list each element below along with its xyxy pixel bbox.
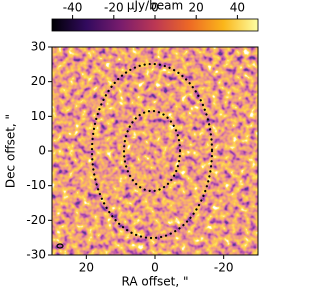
colorbar-label: μJy/beam — [127, 0, 183, 13]
colorbar-tick-label: -20 — [104, 1, 124, 15]
y-axis-label: Dec offset, " — [4, 114, 18, 188]
inner-contour — [122, 109, 182, 193]
chart: μJy/beam RA offset, " Dec offset, " -40 -… — [4, 0, 259, 289]
colorbar — [51, 18, 259, 32]
x-tick-label: 0 — [151, 261, 159, 275]
colorbar-tick-label: 0 — [151, 1, 159, 15]
colorbar-tick-label: 20 — [189, 1, 204, 15]
x-tick-label: 20 — [79, 261, 94, 275]
colorbar-tick-label: -40 — [63, 1, 83, 15]
image-noise — [52, 47, 258, 255]
y-tick-label: 0 — [38, 144, 46, 158]
colorbar-tick-label: 40 — [230, 1, 245, 15]
y-tick-label: 10 — [31, 109, 46, 123]
y-tick-label: 30 — [31, 40, 46, 54]
y-tick-label: -10 — [26, 178, 46, 192]
y-tick-label: -20 — [26, 213, 46, 227]
x-tick-label: -20 — [214, 261, 234, 275]
x-axis-label: RA offset, " — [122, 275, 189, 289]
beam — [56, 243, 64, 249]
outer-contour — [90, 62, 214, 240]
y-tick-label: 20 — [31, 74, 46, 88]
y-tick-label: -30 — [26, 248, 46, 262]
